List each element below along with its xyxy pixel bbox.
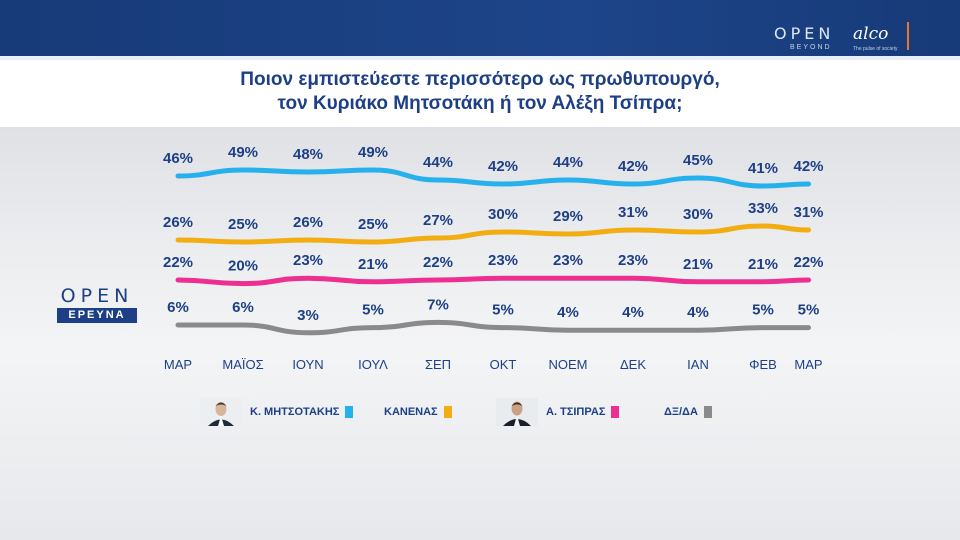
data-label-mitsotakis: 41% [748, 160, 778, 177]
data-label-kanenas: 31% [793, 204, 823, 221]
data-label-tsipras: 22% [423, 254, 453, 271]
data-label-tsipras: 22% [793, 254, 823, 271]
data-label-mitsotakis: 49% [358, 144, 388, 161]
data-label-mitsotakis: 46% [163, 150, 193, 167]
legend-swatch-kanenas [443, 406, 452, 418]
data-label-mitsotakis: 42% [618, 158, 648, 175]
data-label-tsipras: 21% [748, 256, 778, 273]
data-label-kanenas: 33% [748, 200, 778, 217]
data-label-dxda: 4% [687, 304, 709, 321]
series-line-tsipras [175, 275, 811, 287]
data-label-kanenas: 30% [683, 206, 713, 223]
chart-title-line-2: τον Κυριάκο Μητσοτάκη ή τον Αλέξη Τσίπρα… [277, 93, 683, 114]
series-line-mitsotakis [175, 167, 811, 189]
open-erevna-badge: OPEN ΕΡΕΥΝΑ [57, 285, 137, 323]
data-label-mitsotakis: 42% [488, 158, 518, 175]
tsipras-photo [496, 398, 538, 426]
chart-title-line-1: Ποιον εμπιστεύεστε περισσότερο ως πρωθυπ… [240, 69, 720, 90]
x-tick-label: ΟΚΤ [490, 357, 517, 372]
chart-title: Ποιον εμπιστεύεστε περισσότερο ως πρωθυπ… [0, 68, 960, 116]
legend-item-dxda: ΔΞ/ΔΑ [664, 400, 712, 424]
data-label-tsipras: 23% [488, 252, 518, 269]
data-label-kanenas: 25% [228, 216, 258, 233]
x-tick-label: ΦΕΒ [749, 357, 777, 372]
data-label-kanenas: 26% [293, 214, 323, 231]
open-beyond-logo: OPEN [774, 24, 835, 43]
alco-tagline: The pulse of society [853, 46, 898, 52]
data-label-dxda: 3% [297, 307, 319, 324]
header-strip [0, 56, 960, 60]
legend-label-mitsotakis: Κ. ΜΗΤΣΟΤΑΚΗΣ [250, 406, 340, 418]
data-label-dxda: 5% [362, 302, 384, 319]
x-tick-label: ΜΑΪΟΣ [222, 357, 263, 372]
open-beyond-logo-subtitle: BEYOND [790, 44, 832, 51]
portrait-icon [200, 398, 242, 426]
x-tick-label: ΝΟΕΜ [549, 357, 588, 372]
data-label-mitsotakis: 44% [423, 154, 453, 171]
x-tick-label: ΙΟΥΛ [358, 357, 388, 372]
data-label-kanenas: 30% [488, 206, 518, 223]
data-label-tsipras: 21% [683, 256, 713, 273]
alco-accent-bar [907, 22, 909, 50]
portrait-icon [496, 398, 538, 426]
legend-label-kanenas: ΚΑΝΕΝΑΣ [384, 406, 438, 418]
data-label-dxda: 5% [798, 302, 820, 319]
data-label-mitsotakis: 44% [553, 154, 583, 171]
header-bar: OPEN BEYOND alco The pulse of society [0, 0, 960, 60]
legend-swatch-mitsotakis [345, 406, 354, 418]
x-tick-label: ΙΟΥΝ [292, 357, 323, 372]
badge-erevna-label: ΕΡΕΥΝΑ [57, 308, 137, 323]
legend-label-dxda: ΔΞ/ΔΑ [664, 406, 698, 418]
x-tick-label: ΣΕΠ [425, 357, 451, 372]
data-label-tsipras: 23% [293, 252, 323, 269]
mitsotakis-photo [200, 398, 242, 426]
data-label-dxda: 6% [232, 299, 254, 316]
data-label-dxda: 6% [167, 299, 189, 316]
data-label-kanenas: 26% [163, 214, 193, 231]
data-label-tsipras: 20% [228, 258, 258, 275]
data-label-tsipras: 23% [553, 252, 583, 269]
legend-swatch-tsipras [611, 406, 620, 418]
data-label-mitsotakis: 42% [793, 158, 823, 175]
x-tick-label: ΜΑΡ [794, 357, 822, 372]
legend-item-mitsotakis: Κ. ΜΗΤΣΟΤΑΚΗΣ [200, 398, 354, 426]
x-tick-label: ΔΕΚ [620, 357, 646, 372]
data-label-kanenas: 29% [553, 208, 583, 225]
data-label-mitsotakis: 49% [228, 144, 258, 161]
data-label-kanenas: 31% [618, 204, 648, 221]
alco-logo: alco [853, 24, 889, 44]
series-line-kanenas [175, 223, 811, 245]
data-label-tsipras: 23% [618, 252, 648, 269]
legend-swatch-dxda [703, 406, 712, 418]
data-label-dxda: 5% [752, 302, 774, 319]
chart-panel [0, 127, 960, 540]
series-line-dxda [175, 319, 811, 336]
badge-open-logo: OPEN [60, 285, 134, 307]
legend-label-tsipras: Α. ΤΣΙΠΡΑΣ [546, 406, 606, 418]
data-label-dxda: 4% [557, 304, 579, 321]
data-label-tsipras: 22% [163, 254, 193, 271]
data-label-dxda: 4% [622, 304, 644, 321]
legend-item-tsipras: Α. ΤΣΙΠΡΑΣ [496, 398, 620, 426]
data-label-kanenas: 27% [423, 212, 453, 229]
x-tick-label: ΜΑΡ [164, 357, 192, 372]
data-label-tsipras: 21% [358, 256, 388, 273]
legend-item-kanenas: ΚΑΝΕΝΑΣ [384, 400, 452, 424]
data-label-kanenas: 25% [358, 216, 388, 233]
data-label-mitsotakis: 45% [683, 152, 713, 169]
data-label-dxda: 5% [492, 302, 514, 319]
data-label-mitsotakis: 48% [293, 146, 323, 163]
x-tick-label: ΙΑΝ [687, 357, 709, 372]
data-label-dxda: 7% [427, 296, 449, 313]
